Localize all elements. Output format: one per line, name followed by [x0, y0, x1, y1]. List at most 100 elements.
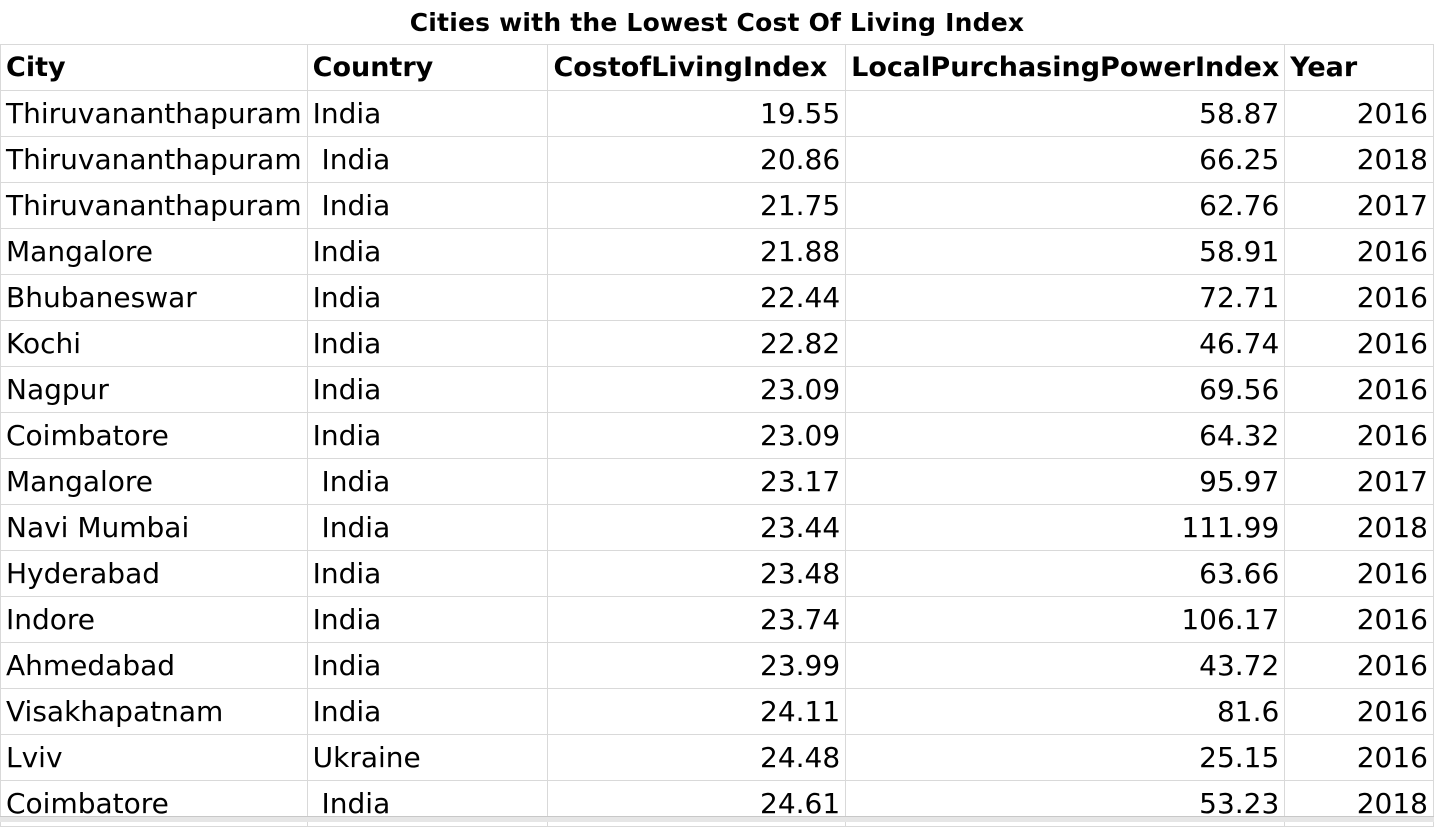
cell-city[interactable]: Thiruvananthapuram: [0, 90, 308, 137]
cell-city[interactable]: Navi Mumbai: [0, 504, 308, 551]
cell-country[interactable]: India: [306, 320, 549, 367]
cell-local-purchasing-power-index[interactable]: 46.74: [845, 320, 1286, 367]
cell-local-purchasing-power-index[interactable]: 72.71: [845, 274, 1286, 321]
cell-cost-of-living-index[interactable]: 22.82: [547, 320, 847, 367]
cell-year[interactable]: 2017: [1284, 182, 1434, 229]
cell-city[interactable]: Visakhapatnam: [0, 688, 308, 735]
header-city[interactable]: City: [0, 44, 308, 91]
cell-city[interactable]: Hyderabad: [0, 550, 308, 597]
header-year[interactable]: Year: [1284, 44, 1434, 91]
cell-cost-of-living-index[interactable]: 24.11: [547, 688, 847, 735]
cell-country[interactable]: India: [306, 596, 549, 643]
cell-city[interactable]: Bhubaneswar: [0, 274, 308, 321]
cell-local-purchasing-power-index[interactable]: 69.56: [845, 366, 1286, 413]
cell-year[interactable]: 2016: [1284, 320, 1434, 367]
cell-city[interactable]: Mangalore: [0, 228, 308, 275]
cell-country[interactable]: India: [306, 228, 549, 275]
cell-city[interactable]: Coimbatore: [0, 412, 308, 459]
cell-cost-of-living-index[interactable]: 20.86: [547, 136, 847, 183]
table-row: Ahmedabad India 23.99 43.72 2016: [0, 642, 1434, 689]
header-local-purchasing-power-index[interactable]: LocalPurchasingPowerIndex: [845, 44, 1286, 91]
data-table: City Country CostofLivingIndex LocalPurc…: [0, 44, 1434, 827]
cell-country[interactable]: India: [306, 136, 549, 183]
cell-local-purchasing-power-index[interactable]: 58.87: [845, 90, 1286, 137]
cell-cost-of-living-index[interactable]: 23.09: [547, 412, 847, 459]
table-row: Mangalore India 21.88 58.91 2016: [0, 228, 1434, 275]
cell-country[interactable]: India: [306, 274, 549, 321]
cell-cost-of-living-index[interactable]: 21.88: [547, 228, 847, 275]
cell-country[interactable]: India: [306, 550, 549, 597]
table-body: Thiruvananthapuram India 19.55 58.87 2016 Thi…: [0, 90, 1434, 827]
cell-city[interactable]: Lviv: [0, 734, 308, 781]
cell-local-purchasing-power-index[interactable]: 43.72: [845, 642, 1286, 689]
cell-city[interactable]: Thiruvananthapuram: [0, 136, 308, 183]
cell-country[interactable]: Ukraine: [306, 734, 549, 781]
sheet-tab-bar: [0, 816, 1434, 822]
cell-year[interactable]: 2016: [1284, 274, 1434, 321]
cell-local-purchasing-power-index[interactable]: 25.15: [845, 734, 1286, 781]
cell-cost-of-living-index[interactable]: 23.74: [547, 596, 847, 643]
table-row: Thiruvananthapuram India 20.86 66.25 2018: [0, 136, 1434, 183]
cell-local-purchasing-power-index[interactable]: 63.66: [845, 550, 1286, 597]
cell-year[interactable]: 2016: [1284, 412, 1434, 459]
table-row: Thiruvananthapuram India 21.75 62.76 2017: [0, 182, 1434, 229]
header-country[interactable]: Country: [306, 44, 549, 91]
cell-local-purchasing-power-index[interactable]: 95.97: [845, 458, 1286, 505]
table-row: Indore India 23.74 106.17 2016: [0, 596, 1434, 643]
cell-year[interactable]: 2016: [1284, 550, 1434, 597]
cell-year[interactable]: 2016: [1284, 734, 1434, 781]
cell-year[interactable]: 2016: [1284, 90, 1434, 137]
cell-year[interactable]: 2018: [1284, 136, 1434, 183]
cell-year[interactable]: 2017: [1284, 458, 1434, 505]
cell-year[interactable]: 2016: [1284, 642, 1434, 689]
cell-cost-of-living-index[interactable]: 22.44: [547, 274, 847, 321]
cell-year[interactable]: 2018: [1284, 504, 1434, 551]
cell-cost-of-living-index[interactable]: 21.75: [547, 182, 847, 229]
cell-country[interactable]: India: [306, 412, 549, 459]
cell-city[interactable]: Kochi: [0, 320, 308, 367]
cell-cost-of-living-index[interactable]: 23.17: [547, 458, 847, 505]
table-row: Thiruvananthapuram India 19.55 58.87 2016: [0, 90, 1434, 137]
cell-city[interactable]: Mangalore: [0, 458, 308, 505]
cell-city[interactable]: Nagpur: [0, 366, 308, 413]
header-row: City Country CostofLivingIndex LocalPurc…: [0, 44, 1434, 91]
cell-year[interactable]: 2016: [1284, 228, 1434, 275]
table-row: Navi Mumbai India 23.44 111.99 2018: [0, 504, 1434, 551]
cell-country[interactable]: India: [306, 366, 549, 413]
cell-city[interactable]: Indore: [0, 596, 308, 643]
cell-local-purchasing-power-index[interactable]: 62.76: [845, 182, 1286, 229]
cell-country[interactable]: India: [306, 90, 549, 137]
cell-country[interactable]: India: [306, 504, 549, 551]
cell-city[interactable]: Thiruvananthapuram: [0, 182, 308, 229]
cell-country[interactable]: India: [306, 182, 549, 229]
table-title: Cities with the Lowest Cost Of Living In…: [409, 7, 1025, 37]
cell-local-purchasing-power-index[interactable]: 58.91: [845, 228, 1286, 275]
cell-local-purchasing-power-index[interactable]: 81.6: [845, 688, 1286, 735]
cell-local-purchasing-power-index[interactable]: 106.17: [845, 596, 1286, 643]
cell-cost-of-living-index[interactable]: 24.48: [547, 734, 847, 781]
table-row: Bhubaneswar India 22.44 72.71 2016: [0, 274, 1434, 321]
cell-cost-of-living-index[interactable]: 23.48: [547, 550, 847, 597]
table-row: Hyderabad India 23.48 63.66 2016: [0, 550, 1434, 597]
cell-country[interactable]: India: [306, 688, 549, 735]
table-row: Kochi India 22.82 46.74 2016: [0, 320, 1434, 367]
cell-cost-of-living-index[interactable]: 23.99: [547, 642, 847, 689]
header-cost-of-living-index[interactable]: CostofLivingIndex: [547, 44, 847, 91]
table-row: Lviv Ukraine 24.48 25.15 2016: [0, 734, 1434, 781]
table-row: Visakhapatnam India 24.11 81.6 2016: [0, 688, 1434, 735]
cell-country[interactable]: India: [306, 458, 549, 505]
cell-local-purchasing-power-index[interactable]: 66.25: [845, 136, 1286, 183]
cell-local-purchasing-power-index[interactable]: 111.99: [845, 504, 1286, 551]
cell-year[interactable]: 2016: [1284, 596, 1434, 643]
cell-cost-of-living-index[interactable]: 23.09: [547, 366, 847, 413]
cell-local-purchasing-power-index[interactable]: 64.32: [845, 412, 1286, 459]
cell-year[interactable]: 2016: [1284, 366, 1434, 413]
table-row: Coimbatore India 23.09 64.32 2016: [0, 412, 1434, 459]
table-row: Nagpur India 23.09 69.56 2016: [0, 366, 1434, 413]
cell-city[interactable]: Ahmedabad: [0, 642, 308, 689]
cell-cost-of-living-index[interactable]: 23.44: [547, 504, 847, 551]
cell-cost-of-living-index[interactable]: 19.55: [547, 90, 847, 137]
cell-country[interactable]: India: [306, 642, 549, 689]
cell-year[interactable]: 2016: [1284, 688, 1434, 735]
table-row: Mangalore India 23.17 95.97 2017: [0, 458, 1434, 505]
